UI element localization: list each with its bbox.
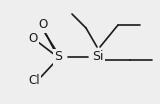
Text: S: S [54,51,62,64]
Text: Si: Si [92,51,104,64]
Text: O: O [38,19,48,32]
Text: O: O [28,32,38,45]
Text: Cl: Cl [28,74,40,87]
